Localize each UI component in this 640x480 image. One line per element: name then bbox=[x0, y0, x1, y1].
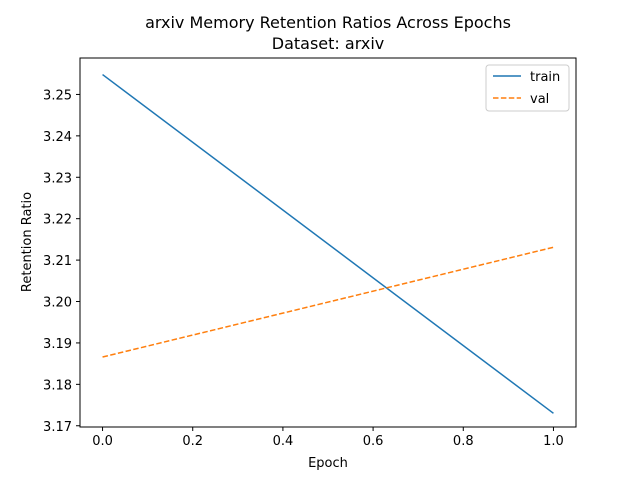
x-tick-label: 0.0 bbox=[92, 434, 113, 449]
y-tick-label: 3.17 bbox=[43, 420, 72, 435]
y-tick-label: 3.19 bbox=[43, 337, 72, 352]
y-axis-label: Retention Ratio bbox=[20, 192, 35, 292]
legend-label-train: train bbox=[530, 70, 560, 85]
y-axis: 3.17 3.18 3.19 3.20 3.21 3.22 3.23 3.24 3.25 bbox=[43, 88, 80, 435]
series-lines bbox=[102, 73, 554, 414]
y-tick-label: 3.21 bbox=[43, 254, 72, 269]
y-tick-label: 3.24 bbox=[43, 130, 72, 145]
axes-frame bbox=[79, 57, 577, 428]
legend: train val bbox=[485, 64, 570, 112]
x-tick-label: 0.4 bbox=[273, 434, 294, 449]
series-line-train bbox=[102, 73, 554, 414]
chart-subtitle: Dataset: arxiv bbox=[272, 34, 384, 53]
x-axis: 0.0 0.2 0.4 0.6 0.8 1.0 bbox=[92, 427, 564, 449]
y-tick-label: 3.25 bbox=[43, 88, 72, 103]
x-tick-label: 0.6 bbox=[363, 434, 384, 449]
y-tick-label: 3.20 bbox=[43, 296, 72, 311]
y-tick-label: 3.18 bbox=[43, 378, 72, 393]
series-line-val bbox=[102, 246, 554, 358]
y-tick-label: 3.23 bbox=[43, 171, 72, 186]
x-axis-label: Epoch bbox=[308, 456, 348, 471]
x-tick-label: 1.0 bbox=[543, 434, 564, 449]
chart-title: arxiv Memory Retention Ratios Across Epo… bbox=[145, 13, 511, 32]
x-tick-label: 0.8 bbox=[453, 434, 474, 449]
legend-label-val: val bbox=[530, 92, 549, 107]
x-tick-label: 0.2 bbox=[182, 434, 203, 449]
plot-area: 0.0 0.2 0.4 0.6 0.8 1.0 3.173.183.193.203.213… bbox=[43, 57, 577, 449]
y-tick-label: 3.22 bbox=[43, 213, 72, 228]
